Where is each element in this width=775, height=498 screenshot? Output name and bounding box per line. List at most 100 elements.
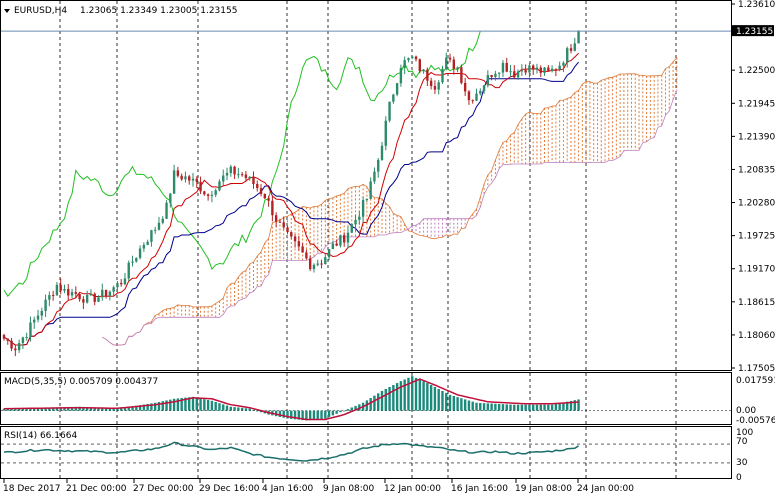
- rsi-indicator: [1, 441, 731, 464]
- macd-bar: [308, 410, 312, 421]
- macd-bar: [127, 406, 130, 411]
- macd-bar: [89, 407, 93, 411]
- macd-bar: [418, 379, 421, 411]
- candle-body: [119, 282, 123, 285]
- macd-bar: [335, 410, 338, 414]
- rsi-tick-100: 100: [736, 428, 753, 438]
- candle-body: [509, 71, 512, 73]
- candle-body: [184, 176, 187, 180]
- macd-bar: [460, 398, 463, 411]
- time-tick-label: 4 Jan 16:00: [262, 484, 314, 494]
- macd-bar: [501, 404, 505, 411]
- candle-body: [429, 80, 433, 87]
- macd-bar: [411, 376, 414, 411]
- ichimoku-lines: [3, 30, 678, 346]
- macd-panel[interactable]: [0, 372, 732, 425]
- macd-bar: [301, 410, 304, 421]
- macd-bar: [346, 409, 350, 411]
- price-tick-label: 1.17505: [738, 364, 775, 374]
- candle-body: [97, 297, 100, 302]
- candle-body: [286, 227, 289, 233]
- candle-body: [460, 67, 463, 83]
- candle-body: [411, 56, 414, 59]
- macd-bar: [395, 383, 399, 411]
- candle-body: [161, 218, 164, 223]
- candle-body: [237, 174, 240, 176]
- candle-body: [384, 120, 387, 146]
- macd-bar: [36, 407, 40, 411]
- candle-body: [403, 60, 406, 68]
- candle-body: [516, 71, 520, 78]
- macd-bar: [505, 404, 508, 411]
- macd-bar: [573, 400, 576, 411]
- macd-bar: [274, 410, 278, 417]
- macd-bar: [392, 385, 395, 411]
- macd-bar: [369, 398, 372, 411]
- candle-body: [505, 62, 508, 72]
- time-tick-label: 29 Dec 16:00: [199, 484, 260, 494]
- price-axis: 1.23610 1.22500 1.21945 1.21390 1.20835 1.202…: [731, 0, 775, 374]
- candle-body: [222, 175, 225, 182]
- candle-body: [172, 170, 176, 194]
- macd-bar: [29, 407, 32, 411]
- macd-bar: [252, 409, 255, 411]
- candle-body: [293, 236, 297, 242]
- candle-body: [63, 288, 66, 291]
- time-tick-label: 12 Jan 00:00: [384, 484, 441, 494]
- candle-body: [312, 264, 316, 270]
- macd-bar: [146, 403, 149, 411]
- time-tick-label: 9 Jan 08:00: [323, 484, 375, 494]
- macd-bar: [199, 398, 202, 411]
- candle-body: [67, 288, 70, 296]
- price-tick-label: 1.21945: [738, 99, 775, 109]
- macd-bar: [138, 405, 142, 411]
- macd-bar: [6, 408, 9, 411]
- candle-body: [346, 232, 350, 243]
- candle-body: [501, 62, 505, 73]
- macd-bar: [324, 410, 327, 419]
- macd-bar: [316, 410, 319, 420]
- candle-body: [441, 68, 444, 83]
- macd-bar: [513, 404, 516, 411]
- price-tick-label: 1.22500: [738, 66, 775, 76]
- symbol-dropdown-icon[interactable]: [4, 9, 10, 13]
- macd-bar: [161, 401, 164, 411]
- macd-bar: [290, 410, 293, 419]
- candle-body: [199, 181, 202, 192]
- macd-bar: [78, 406, 81, 411]
- candle-body: [373, 171, 376, 182]
- macd-tick-min: -0.005767: [736, 416, 775, 426]
- candle-body: [195, 178, 198, 182]
- candle-body: [532, 65, 535, 70]
- candle-body: [392, 94, 395, 102]
- main-chart-panel[interactable]: [0, 0, 732, 371]
- macd-bar: [482, 403, 486, 411]
- macd-bar: [543, 404, 546, 411]
- candle-body: [93, 293, 96, 302]
- candle-body: [225, 172, 229, 176]
- candle-body: [467, 91, 471, 101]
- macd-bar: [169, 399, 172, 411]
- candle-body: [89, 293, 93, 296]
- candle-body: [316, 263, 319, 265]
- candle-body: [252, 176, 255, 184]
- candle-body: [14, 348, 17, 351]
- time-tick-label: 16 Jan 16:00: [451, 484, 508, 494]
- macd-bar: [135, 405, 138, 411]
- candle-body: [539, 67, 542, 73]
- macd-bar: [14, 408, 17, 411]
- rsi-panel[interactable]: [0, 426, 732, 479]
- macd-bar: [388, 387, 391, 411]
- macd-bar: [463, 399, 467, 411]
- macd-bar: [497, 403, 501, 411]
- rsi-tick-30: 30: [736, 458, 748, 468]
- macd-bar: [569, 400, 573, 411]
- macd-bar: [535, 404, 539, 411]
- macd-bar: [490, 403, 493, 411]
- candle-body: [422, 69, 425, 72]
- candle-body: [331, 243, 335, 250]
- candle-body: [112, 287, 115, 292]
- candle-body: [426, 69, 429, 81]
- macd-bar: [55, 407, 59, 411]
